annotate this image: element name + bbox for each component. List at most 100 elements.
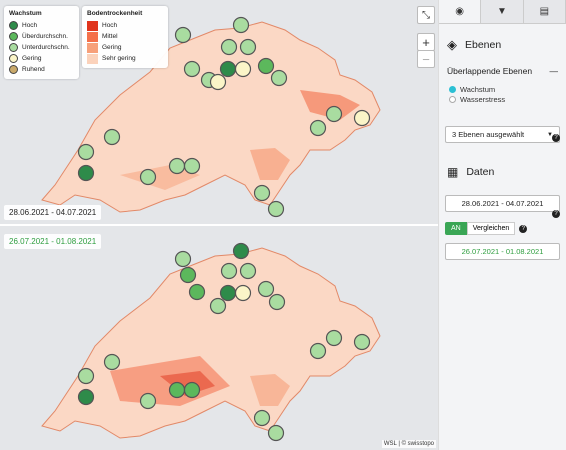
help-icon[interactable]: ? [552, 134, 560, 142]
overlap-layers-header[interactable]: Überlappende Ebenen — [439, 66, 566, 76]
legend-item: Gering [9, 53, 74, 64]
station-marker[interactable] [139, 168, 157, 186]
zoom-in-button[interactable]: + [417, 33, 435, 51]
legend-label: Mittel [102, 33, 118, 40]
help-icon[interactable]: ? [552, 210, 560, 218]
legend-dot [9, 32, 18, 41]
station-marker[interactable] [353, 109, 371, 127]
date-range-input[interactable]: 28.06.2021 - 04.07.2021 [445, 195, 560, 212]
map-area[interactable]: 28.06.2021 - 04.07.2021 26.07.2021 - 01.… [0, 0, 438, 450]
station-marker[interactable] [267, 200, 285, 218]
station-marker[interactable] [253, 184, 271, 202]
station-marker[interactable] [219, 60, 237, 78]
station-marker[interactable] [234, 60, 252, 78]
station-marker[interactable] [257, 280, 275, 298]
station-marker[interactable] [267, 424, 285, 442]
station-marker[interactable] [268, 293, 286, 311]
station-marker[interactable] [325, 329, 343, 347]
collapse-toggle-icon[interactable]: — [549, 66, 559, 76]
station-marker[interactable] [234, 284, 252, 302]
station-marker[interactable] [309, 119, 327, 137]
switzerland-map-bottom [41, 247, 381, 439]
legend-label: Ruhend [22, 66, 45, 73]
map-divider [0, 224, 438, 226]
tab-document[interactable]: ▤ [523, 0, 566, 23]
station-marker[interactable] [253, 409, 271, 427]
station-marker[interactable] [209, 297, 227, 315]
station-marker[interactable] [174, 250, 192, 268]
radio-unselected-icon[interactable] [449, 95, 456, 103]
station-marker[interactable] [77, 388, 95, 406]
legend-dot [9, 54, 18, 63]
legend-label: Gering [22, 55, 42, 62]
fullscreen-button[interactable]: ⤡ [417, 6, 435, 24]
zoom-out-button[interactable]: − [417, 50, 435, 68]
station-marker[interactable] [309, 342, 327, 360]
tab-layers-view[interactable]: ◉ [439, 0, 482, 23]
station-marker[interactable] [77, 143, 95, 161]
map-top-panel[interactable]: 28.06.2021 - 04.07.2021 [0, 0, 438, 224]
station-marker[interactable] [183, 381, 201, 399]
help-icon[interactable]: ? [519, 224, 528, 233]
compare-date-range-input[interactable]: 26.07.2021 - 01.08.2021 [445, 243, 560, 260]
station-marker[interactable] [325, 105, 343, 123]
option-water-stress-label: Wasserstress [460, 94, 506, 104]
station-marker[interactable] [270, 69, 288, 87]
legend-label: Gering [102, 44, 122, 51]
option-water-stress[interactable]: Wasserstress [439, 94, 566, 104]
date-range-label: 28.06.2021 - 04.07.2021 [4, 205, 102, 220]
growth-legend: Wachstum Hoch Überdurchschn. Unterdurchsch… [4, 6, 79, 79]
switzerland-map-top [41, 21, 381, 213]
station-marker[interactable] [103, 353, 121, 371]
station-marker[interactable] [103, 128, 121, 146]
station-marker[interactable] [168, 381, 186, 399]
station-marker[interactable] [220, 38, 238, 56]
station-marker[interactable] [220, 262, 238, 280]
growth-legend-title: Wachstum [9, 10, 42, 17]
station-marker[interactable] [232, 16, 250, 34]
map-bottom-panel[interactable]: 26.07.2021 - 01.08.2021 [0, 226, 438, 450]
station-marker[interactable] [239, 38, 257, 56]
compare-label[interactable]: Vergleichen [466, 222, 516, 235]
station-marker[interactable] [219, 284, 237, 302]
compare-date-range-label: 26.07.2021 - 01.08.2021 [4, 234, 102, 249]
station-marker[interactable] [232, 242, 250, 260]
legend-swatch [87, 53, 98, 64]
station-marker[interactable] [257, 57, 275, 75]
eye-icon: ◉ [455, 6, 465, 17]
layers-select-value: 3 Ebenen ausgewählt [452, 130, 525, 139]
station-marker[interactable] [174, 26, 192, 44]
layers-title: Ebenen [465, 39, 502, 51]
station-marker[interactable] [183, 60, 201, 78]
station-marker[interactable] [179, 266, 197, 284]
legend-swatch [87, 42, 98, 53]
soil-legend-title: Bodentrockenheit [87, 10, 143, 17]
legend-swatch [87, 31, 98, 42]
station-marker[interactable] [77, 367, 95, 385]
station-marker[interactable] [188, 283, 206, 301]
station-marker[interactable] [209, 73, 227, 91]
layers-select[interactable]: 3 Ebenen ausgewählt ▼ [445, 126, 560, 143]
station-marker[interactable] [168, 157, 186, 175]
legend-item: Hoch [9, 20, 74, 31]
legend-label: Überdurchschn. [22, 33, 68, 40]
station-marker[interactable] [139, 392, 157, 410]
radio-selected-icon[interactable] [449, 85, 456, 93]
tab-filter[interactable]: ▼ [481, 0, 524, 23]
station-markers[interactable] [0, 0, 438, 450]
station-marker[interactable] [239, 262, 257, 280]
station-marker[interactable] [183, 157, 201, 175]
station-marker[interactable] [353, 333, 371, 351]
legend-label: Unterdurchschn. [22, 44, 70, 51]
legend-dot [9, 65, 18, 74]
legend-label: Hoch [22, 22, 38, 29]
legend-swatch [87, 20, 98, 31]
document-icon: ▤ [539, 6, 550, 17]
station-marker[interactable] [77, 164, 95, 182]
compare-on-button[interactable]: AN [445, 222, 467, 235]
collapse-icon: ⤡ [422, 9, 430, 21]
option-growth[interactable]: Wachstum [439, 84, 566, 94]
legend-dot [9, 21, 18, 30]
compare-toggle[interactable]: AN Vergleichen ? [445, 222, 560, 235]
option-growth-label: Wachstum [460, 84, 496, 94]
